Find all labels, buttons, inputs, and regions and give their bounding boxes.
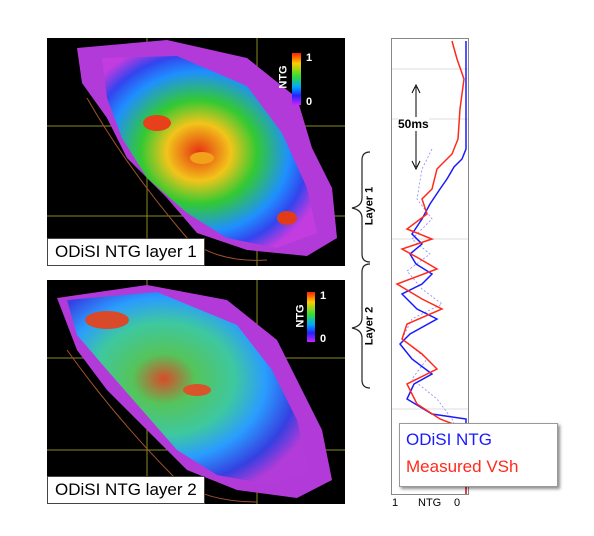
odisi-ntg-curve xyxy=(398,41,467,494)
colorbar-max-label: 1 xyxy=(320,290,327,302)
high-ntg-patch xyxy=(190,152,214,164)
layer-braces xyxy=(351,151,371,389)
x-axis-tick-right: 0 xyxy=(454,497,461,509)
x-axis-label: NTG xyxy=(418,497,442,509)
colorbar xyxy=(307,292,315,342)
legend: ODiSI NTG Measured VSh xyxy=(399,423,558,487)
interval-label: 50ms xyxy=(398,117,429,131)
up-arrow-icon xyxy=(411,83,421,94)
x-axis-tick-left: 1 xyxy=(392,497,399,509)
ntg-log-panel xyxy=(391,38,469,495)
colorbar-min-label: 0 xyxy=(320,333,327,345)
layer-1-label: Layer 1 xyxy=(363,186,376,226)
ntg-property-map xyxy=(102,56,317,248)
dotted-well-trace xyxy=(401,148,463,440)
colorbar-min-label: 0 xyxy=(306,96,313,108)
colorbar-label: NTG xyxy=(294,304,307,328)
legend-entry-odisi-ntg: ODiSI NTG xyxy=(406,430,492,449)
ntg-map-layer-2 xyxy=(47,280,345,504)
layer-1-brace xyxy=(351,151,371,263)
ntg-map-layer-1 xyxy=(47,38,345,266)
high-ntg-patch xyxy=(183,384,211,396)
high-ntg-patch xyxy=(85,311,129,329)
colorbar-label: NTG xyxy=(277,65,290,89)
legend-entry-measured-vsh: Measured VSh xyxy=(406,457,519,476)
boundary-line xyxy=(86,97,268,261)
boundary-line xyxy=(66,349,258,503)
map-caption: ODiSI NTG layer 2 xyxy=(47,476,205,504)
layer-2-brace xyxy=(351,263,371,389)
map-panel-layer-2: NTG 1 0 ODiSI NTG layer 2 xyxy=(47,280,345,504)
down-arrow-icon xyxy=(411,160,421,171)
high-ntg-patch xyxy=(277,211,297,225)
map-caption: ODiSI NTG layer 1 xyxy=(47,238,205,266)
colorbar xyxy=(292,53,301,105)
high-ntg-patch xyxy=(143,115,171,131)
layer-2-label: Layer 2 xyxy=(363,306,376,346)
measured-vsh-curve xyxy=(395,40,467,494)
colorbar-max-label: 1 xyxy=(306,52,313,64)
map-panel-layer-1: NTG 1 0 ODiSI NTG layer 1 xyxy=(47,38,345,266)
